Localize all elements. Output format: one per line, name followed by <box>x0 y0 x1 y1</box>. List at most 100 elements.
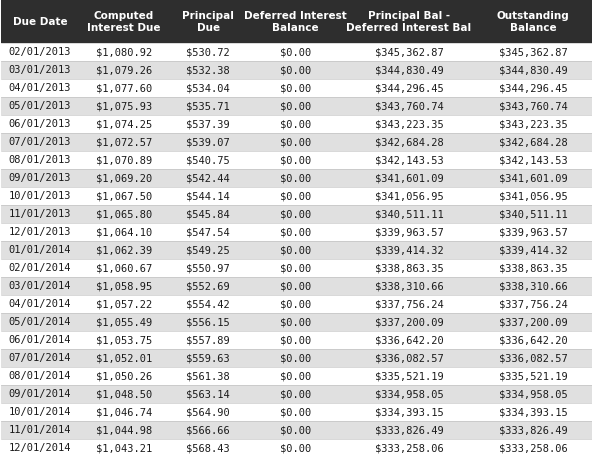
Text: $0.00: $0.00 <box>279 407 311 417</box>
Bar <box>1 223 78 241</box>
Bar <box>78 241 170 259</box>
Text: $1,044.98: $1,044.98 <box>96 425 152 435</box>
Text: $338,863.35: $338,863.35 <box>375 263 443 273</box>
Bar <box>78 133 170 151</box>
Text: $344,830.49: $344,830.49 <box>375 65 443 75</box>
Bar <box>170 43 246 61</box>
Bar <box>474 313 592 331</box>
Bar <box>474 349 592 367</box>
Bar <box>170 313 246 331</box>
Bar <box>246 313 344 331</box>
Text: $337,200.09: $337,200.09 <box>498 317 567 327</box>
Bar <box>344 313 474 331</box>
Text: $341,601.09: $341,601.09 <box>498 173 567 183</box>
Bar <box>246 205 344 223</box>
Bar <box>78 205 170 223</box>
Bar <box>78 403 170 421</box>
Bar <box>246 277 344 295</box>
Text: $341,056.95: $341,056.95 <box>498 191 567 201</box>
Text: 05/01/2013: 05/01/2013 <box>8 101 71 112</box>
Bar <box>246 223 344 241</box>
Bar <box>78 0 170 43</box>
Text: 02/01/2013: 02/01/2013 <box>8 48 71 58</box>
Text: $343,223.35: $343,223.35 <box>375 119 443 129</box>
Text: $343,760.74: $343,760.74 <box>375 101 443 112</box>
Text: $549.25: $549.25 <box>186 245 230 255</box>
Text: $1,072.57: $1,072.57 <box>96 137 152 147</box>
Bar <box>474 0 592 43</box>
Bar <box>474 223 592 241</box>
Text: $343,223.35: $343,223.35 <box>498 119 567 129</box>
Bar <box>78 421 170 439</box>
Bar <box>78 295 170 313</box>
Text: $537.39: $537.39 <box>186 119 230 129</box>
Text: $339,414.32: $339,414.32 <box>375 245 443 255</box>
Bar <box>344 295 474 313</box>
Bar <box>344 187 474 205</box>
Text: $1,055.49: $1,055.49 <box>96 317 152 327</box>
Bar <box>344 367 474 385</box>
Bar <box>1 259 78 277</box>
Text: $0.00: $0.00 <box>279 101 311 112</box>
Bar <box>344 61 474 80</box>
Text: $1,070.89: $1,070.89 <box>96 155 152 165</box>
Bar <box>246 61 344 80</box>
Bar <box>1 205 78 223</box>
Text: $0.00: $0.00 <box>279 191 311 201</box>
Bar <box>474 151 592 169</box>
Text: $0.00: $0.00 <box>279 263 311 273</box>
Bar <box>170 80 246 97</box>
Bar <box>474 385 592 403</box>
Text: $333,826.49: $333,826.49 <box>498 425 567 435</box>
Bar <box>170 169 246 187</box>
Text: $530.72: $530.72 <box>186 48 230 58</box>
Text: $534.04: $534.04 <box>186 83 230 93</box>
Text: $342,684.28: $342,684.28 <box>498 137 567 147</box>
Bar <box>344 115 474 133</box>
Text: 06/01/2013: 06/01/2013 <box>8 119 71 129</box>
Text: $334,393.15: $334,393.15 <box>375 407 443 417</box>
Bar <box>78 169 170 187</box>
Bar <box>474 403 592 421</box>
Bar <box>1 331 78 349</box>
Bar <box>246 295 344 313</box>
Bar <box>78 277 170 295</box>
Bar <box>246 0 344 43</box>
Text: $344,296.45: $344,296.45 <box>498 83 567 93</box>
Text: $535.71: $535.71 <box>186 101 230 112</box>
Bar <box>474 367 592 385</box>
Bar <box>474 439 592 457</box>
Bar <box>170 421 246 439</box>
Text: $532.38: $532.38 <box>186 65 230 75</box>
Bar <box>344 349 474 367</box>
Bar <box>344 331 474 349</box>
Text: $0.00: $0.00 <box>279 227 311 237</box>
Bar <box>170 259 246 277</box>
Text: 04/01/2013: 04/01/2013 <box>8 83 71 93</box>
Bar <box>474 421 592 439</box>
Bar <box>78 80 170 97</box>
Text: $0.00: $0.00 <box>279 443 311 453</box>
Text: $0.00: $0.00 <box>279 281 311 291</box>
Text: 04/01/2014: 04/01/2014 <box>8 299 71 309</box>
Text: Outstanding
Balance: Outstanding Balance <box>497 11 570 33</box>
Text: Due Date: Due Date <box>12 17 67 27</box>
Bar <box>1 61 78 80</box>
Bar <box>344 277 474 295</box>
Bar <box>344 439 474 457</box>
Text: $564.90: $564.90 <box>186 407 230 417</box>
Text: $335,521.19: $335,521.19 <box>375 371 443 381</box>
Text: $336,642.20: $336,642.20 <box>498 335 567 345</box>
Text: Principal Bal -
Deferred Interest Bal: Principal Bal - Deferred Interest Bal <box>346 11 471 33</box>
Bar <box>78 349 170 367</box>
Text: $1,064.10: $1,064.10 <box>96 227 152 237</box>
Text: 03/01/2014: 03/01/2014 <box>8 281 71 291</box>
Bar <box>246 97 344 115</box>
Bar <box>1 403 78 421</box>
Text: $341,601.09: $341,601.09 <box>375 173 443 183</box>
Bar <box>1 241 78 259</box>
Text: $0.00: $0.00 <box>279 335 311 345</box>
Text: $0.00: $0.00 <box>279 299 311 309</box>
Bar <box>344 205 474 223</box>
Bar <box>170 385 246 403</box>
